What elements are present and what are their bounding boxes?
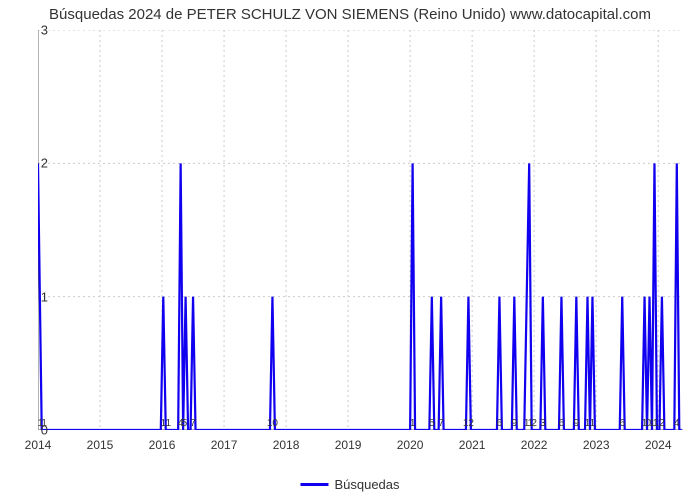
x-minor-label: 1 [41, 418, 47, 429]
y-tick-label: 3 [41, 23, 48, 38]
x-year-label: 2015 [87, 438, 114, 452]
x-minor-label: 10 [267, 418, 278, 429]
x-minor-label: 9 [574, 418, 580, 429]
x-minor-label: 3 [540, 418, 546, 429]
line-chart [38, 30, 683, 430]
x-year-label: 2024 [645, 438, 672, 452]
legend-label: Búsquedas [334, 477, 399, 492]
legend-swatch [300, 483, 328, 486]
x-minor-label: 7 [438, 418, 444, 429]
x-minor-label: 6 [497, 418, 503, 429]
x-minor-label: 5 [182, 418, 188, 429]
y-tick-label: 1 [41, 289, 48, 304]
x-minor-label: 1 [410, 418, 416, 429]
x-year-label: 2021 [459, 438, 486, 452]
x-year-label: 2017 [211, 438, 238, 452]
x-minor-label: 1 [590, 418, 596, 429]
x-minor-label: 6 [559, 418, 565, 429]
x-minor-label: 1 [165, 418, 171, 429]
x-minor-label: 2 [659, 418, 665, 429]
x-minor-label: 9 [512, 418, 518, 429]
x-minor-label: 7 [190, 418, 196, 429]
chart-title: Búsquedas 2024 de PETER SCHULZ VON SIEME… [0, 0, 700, 23]
x-minor-label: 12 [463, 418, 474, 429]
x-year-label: 2016 [149, 438, 176, 452]
x-minor-label: 6 [619, 418, 625, 429]
x-minor-label: 5 [429, 418, 435, 429]
x-year-label: 2014 [25, 438, 52, 452]
x-minor-label: 4 [674, 418, 680, 429]
x-year-label: 2019 [335, 438, 362, 452]
x-minor-label: 2 [531, 418, 537, 429]
x-year-label: 2022 [521, 438, 548, 452]
x-minor-label: 1 [653, 418, 659, 429]
y-tick-label: 2 [41, 156, 48, 171]
x-year-label: 2018 [273, 438, 300, 452]
legend: Búsquedas [300, 477, 399, 492]
chart-area [38, 30, 683, 430]
x-year-label: 2023 [583, 438, 610, 452]
x-year-label: 2020 [397, 438, 424, 452]
